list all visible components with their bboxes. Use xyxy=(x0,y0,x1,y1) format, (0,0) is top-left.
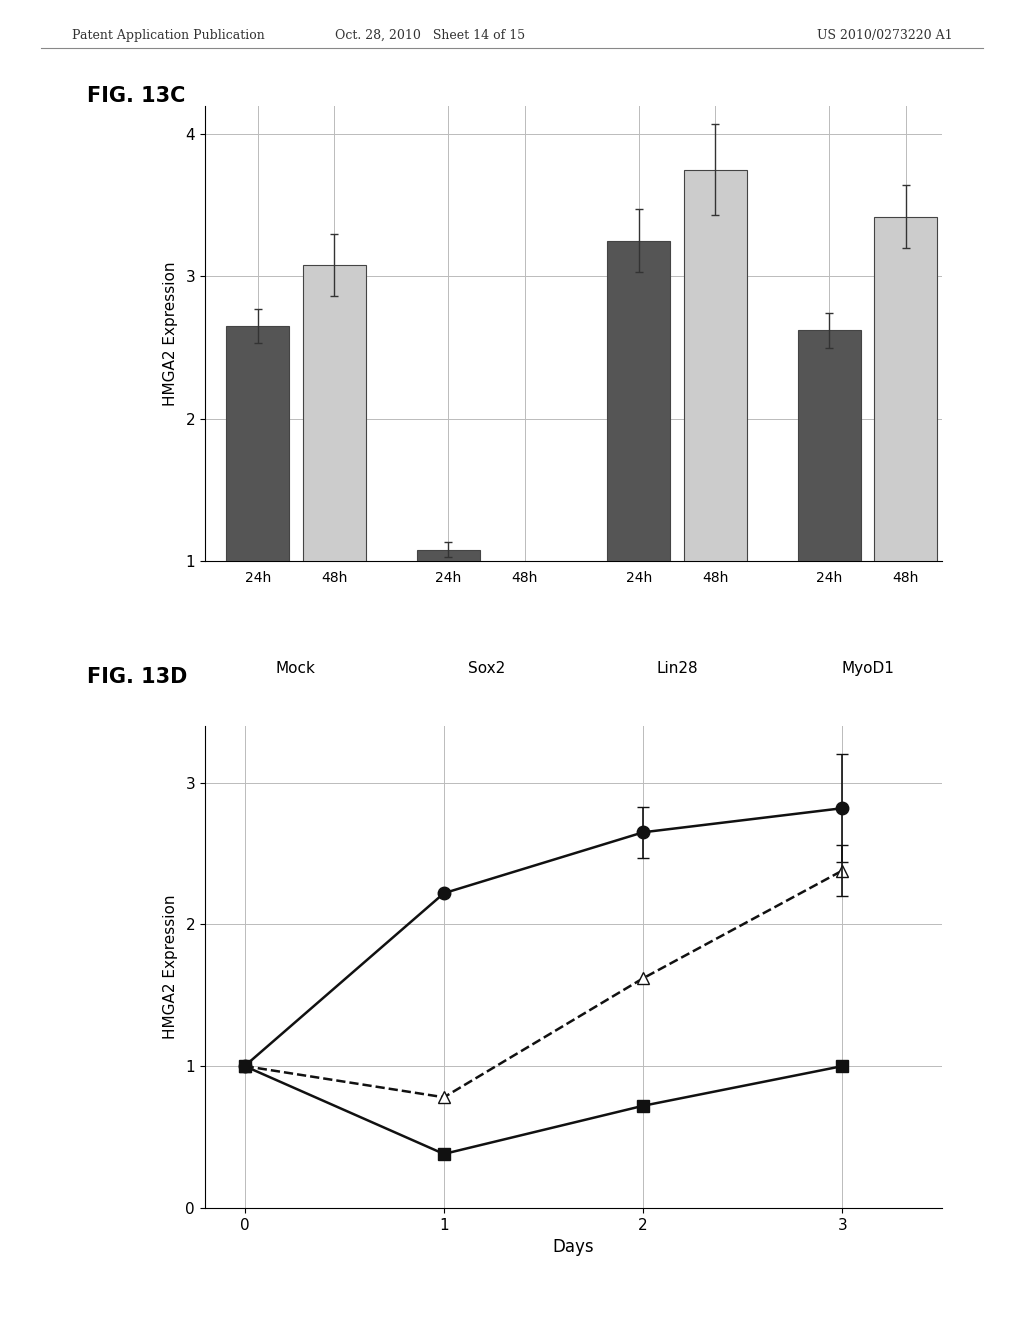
Y-axis label: HMGA2 Expression: HMGA2 Expression xyxy=(164,261,178,405)
Text: MyoD1: MyoD1 xyxy=(841,661,894,676)
Text: Patent Application Publication: Patent Application Publication xyxy=(72,29,264,42)
Text: FIG. 13C: FIG. 13C xyxy=(87,86,185,106)
Text: Sox2: Sox2 xyxy=(468,661,505,676)
Text: FIG. 13D: FIG. 13D xyxy=(87,667,187,686)
Text: Oct. 28, 2010   Sheet 14 of 15: Oct. 28, 2010 Sheet 14 of 15 xyxy=(335,29,525,42)
Text: Mock: Mock xyxy=(276,661,315,676)
Y-axis label: HMGA2 Expression: HMGA2 Expression xyxy=(164,895,178,1039)
Text: US 2010/0273220 A1: US 2010/0273220 A1 xyxy=(817,29,952,42)
Bar xyxy=(226,326,290,561)
Bar xyxy=(607,240,671,561)
Bar xyxy=(417,549,480,561)
X-axis label: Days: Days xyxy=(553,1238,594,1257)
Bar xyxy=(302,265,366,561)
Bar xyxy=(798,330,861,561)
Bar xyxy=(874,216,937,561)
Text: Lin28: Lin28 xyxy=(656,661,697,676)
Bar xyxy=(684,170,746,561)
